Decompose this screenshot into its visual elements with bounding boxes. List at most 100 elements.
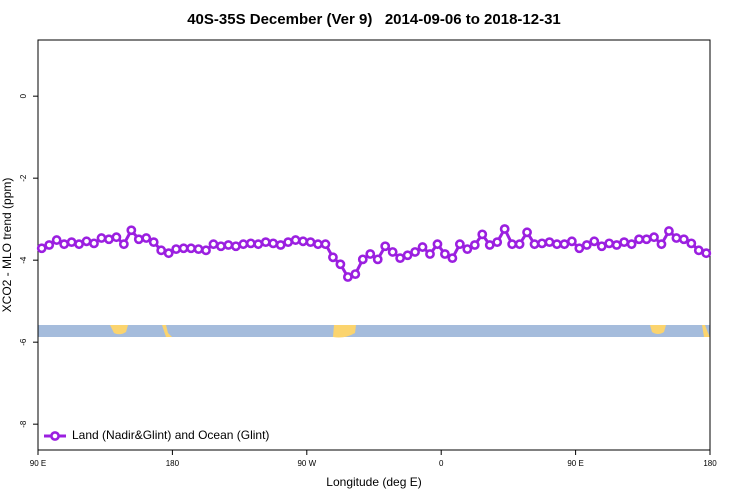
point — [552, 239, 562, 250]
point — [402, 250, 413, 261]
point — [313, 239, 323, 250]
point — [492, 237, 503, 248]
point — [395, 253, 406, 264]
land-ocean-strip — [38, 325, 710, 338]
x-tick-label: 90 W — [297, 459, 316, 468]
point — [126, 225, 137, 236]
point — [604, 238, 615, 249]
point — [701, 248, 712, 259]
point — [447, 253, 458, 264]
point — [372, 254, 383, 265]
point — [178, 243, 189, 254]
point — [342, 272, 353, 282]
point — [238, 239, 249, 250]
x-tick-label: 180 — [703, 459, 717, 468]
point — [104, 234, 114, 245]
point — [589, 236, 600, 247]
point — [275, 240, 286, 250]
y-tick-label: -6 — [19, 338, 28, 346]
y-tick-label: 0 — [19, 93, 28, 98]
point — [686, 238, 697, 249]
point — [656, 239, 667, 250]
point — [268, 238, 279, 249]
point — [440, 249, 450, 259]
point — [44, 240, 55, 250]
point — [522, 227, 532, 238]
point — [245, 238, 256, 249]
point — [634, 234, 644, 245]
point — [216, 241, 226, 252]
point — [581, 240, 592, 250]
point — [671, 233, 682, 243]
point — [380, 241, 391, 252]
point — [328, 252, 338, 263]
point — [417, 242, 428, 252]
x-tick-label: 180 — [166, 459, 180, 468]
point — [611, 240, 622, 250]
point — [454, 239, 465, 250]
point — [89, 238, 99, 249]
point — [626, 239, 637, 250]
point — [36, 243, 47, 254]
point — [365, 249, 376, 259]
point — [163, 248, 174, 259]
point — [283, 237, 294, 248]
point — [253, 239, 264, 250]
point — [566, 236, 577, 247]
point — [544, 237, 555, 248]
point — [186, 243, 196, 254]
point — [664, 226, 674, 236]
point — [350, 269, 361, 280]
point — [574, 243, 585, 254]
point — [641, 234, 652, 245]
legend-marker — [50, 431, 60, 441]
point — [649, 232, 659, 243]
point — [171, 244, 182, 254]
point — [514, 239, 525, 250]
y-tick-label: -2 — [19, 174, 28, 182]
point — [81, 236, 92, 247]
point — [462, 244, 473, 254]
point — [133, 234, 144, 245]
y-axis-label: XCO2 - MLO trend (ppm) — [0, 178, 14, 313]
legend-label: Land (Nadir&Glint) and Ocean (Glint) — [72, 428, 269, 442]
point — [387, 247, 398, 257]
point — [484, 240, 495, 250]
point — [507, 239, 518, 250]
point — [51, 235, 62, 245]
point — [111, 232, 122, 243]
x-tick-label: 0 — [439, 459, 444, 468]
point — [432, 239, 443, 250]
point — [469, 240, 480, 250]
point — [537, 238, 547, 249]
point — [201, 245, 211, 256]
point — [335, 259, 346, 270]
point — [425, 249, 435, 259]
point — [230, 241, 241, 252]
point — [118, 239, 129, 250]
point — [208, 239, 219, 250]
point — [156, 245, 167, 256]
point — [619, 237, 630, 248]
point — [678, 234, 689, 245]
point — [410, 247, 420, 257]
point — [193, 244, 204, 254]
point — [148, 237, 159, 248]
point — [693, 245, 704, 256]
point — [96, 233, 107, 243]
x-axis-label: Longitude (deg E) — [326, 475, 421, 489]
point — [298, 236, 308, 247]
x-tick-label: 90 E — [567, 459, 583, 468]
point — [320, 239, 331, 250]
plot-frame — [37, 39, 711, 451]
chart-title: 40S-35S December (Ver 9) 2014-09-06 to 2… — [187, 11, 561, 28]
point — [477, 229, 488, 240]
point — [529, 239, 540, 250]
point — [141, 233, 152, 243]
point — [305, 237, 316, 248]
point — [66, 237, 77, 248]
point — [74, 239, 84, 250]
point — [260, 237, 271, 248]
point — [59, 239, 70, 250]
